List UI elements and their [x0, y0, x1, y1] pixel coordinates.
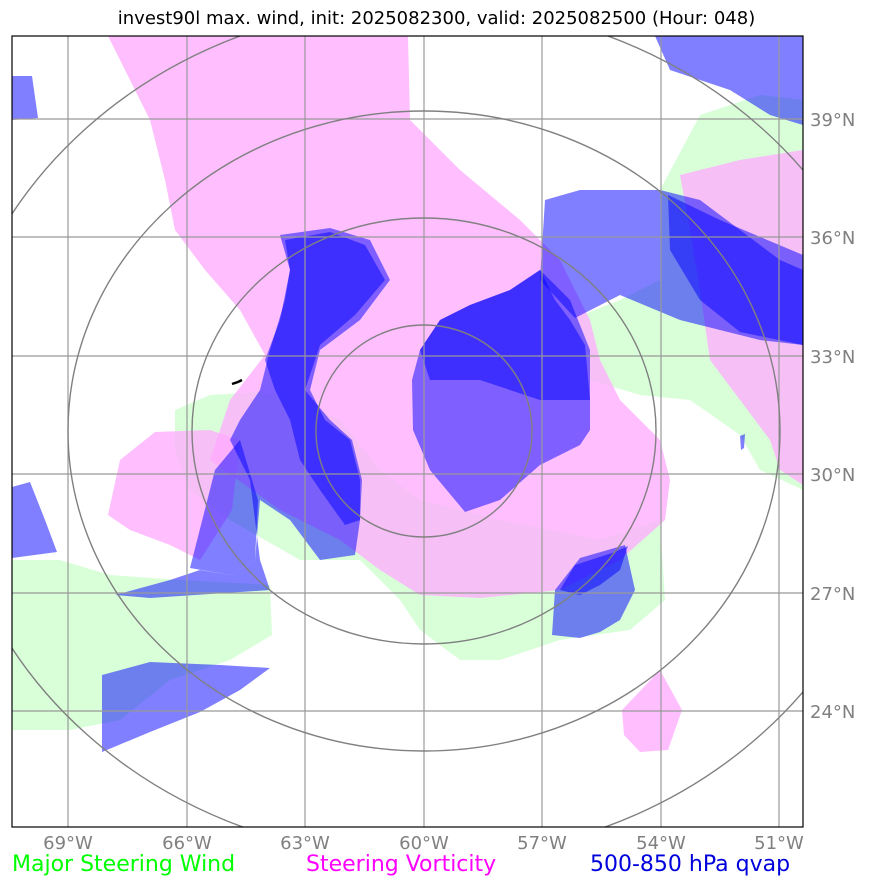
legend-qvap: 500-850 hPa qvap	[590, 852, 791, 877]
qvap-layer	[12, 36, 803, 752]
lat-label: 39°N	[810, 110, 855, 131]
legend-major-steering-wind: Major Steering Wind	[12, 852, 236, 877]
range-rings	[12, 36, 803, 827]
qvap-speck	[740, 434, 745, 450]
lat-label: 27°N	[810, 584, 855, 605]
lon-label: 60°W	[399, 833, 449, 854]
lat-label: 30°N	[810, 465, 855, 486]
storm-track-mark	[231, 378, 243, 386]
qvap-west-edge-2	[12, 482, 57, 558]
lon-label: 63°W	[280, 833, 330, 854]
lat-labels: 39°N 36°N 33°N 30°N 27°N 24°N	[810, 110, 855, 723]
lon-label: 51°W	[754, 833, 804, 854]
qvap-west-edge	[12, 76, 38, 120]
wind-area-west	[12, 560, 272, 730]
lon-label: 57°W	[517, 833, 567, 854]
lon-label: 69°W	[43, 833, 93, 854]
qvap-band-dark	[265, 232, 385, 525]
lat-label: 33°N	[810, 347, 855, 368]
qvap-center-dark	[420, 270, 590, 400]
lat-label: 24°N	[810, 702, 855, 723]
lon-labels: 69°W 66°W 63°W 60°W 57°W 54°W 51°W	[43, 833, 804, 854]
map-frame	[11, 35, 804, 828]
map-title: invest90l max. wind, init: 2025082300, v…	[117, 8, 756, 29]
qvap-southwest	[102, 662, 270, 752]
qvap-northeast	[655, 36, 803, 125]
legend-steering-vorticity: Steering Vorticity	[306, 852, 497, 877]
gridlines	[12, 36, 803, 827]
range-ring-1	[315, 324, 533, 538]
lat-label: 36°N	[810, 228, 855, 249]
lon-label: 66°W	[162, 833, 212, 854]
range-ring-2	[191, 217, 657, 645]
lon-label: 54°W	[636, 833, 686, 854]
qvap-east-inner	[668, 195, 803, 345]
range-ring-3	[67, 110, 781, 752]
